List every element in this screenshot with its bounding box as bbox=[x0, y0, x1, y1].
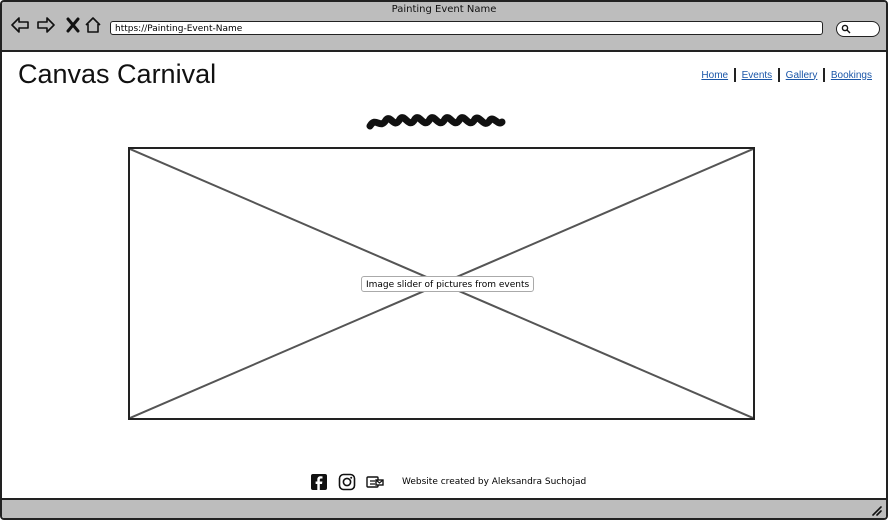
url-input[interactable]: https://Painting-Event-Name bbox=[110, 21, 823, 35]
close-x-icon[interactable] bbox=[64, 16, 82, 34]
heading-scribble-placeholder bbox=[366, 114, 506, 130]
slider-caption: Image slider of pictures from events bbox=[361, 276, 535, 292]
mail-icon[interactable] bbox=[366, 473, 384, 491]
nav-link-events[interactable]: Events bbox=[741, 69, 773, 81]
site-title: Canvas Carnival bbox=[18, 59, 217, 89]
nav-link-bookings[interactable]: Bookings bbox=[830, 69, 872, 81]
nav-separator bbox=[734, 68, 736, 82]
nav-separator bbox=[823, 68, 825, 82]
facebook-icon[interactable] bbox=[310, 473, 328, 491]
footer-credit: Website created by Aleksandra Suchojad bbox=[402, 477, 587, 487]
nav-link-home[interactable]: Home bbox=[701, 69, 729, 81]
window-title: Painting Event Name bbox=[391, 4, 497, 15]
search-icon bbox=[841, 24, 851, 34]
main-nav: Home Events Gallery Bookings bbox=[701, 68, 872, 82]
back-arrow-icon[interactable] bbox=[11, 16, 29, 34]
instagram-icon[interactable] bbox=[338, 473, 356, 491]
resize-grip-icon[interactable] bbox=[870, 504, 882, 516]
status-bar bbox=[2, 498, 886, 518]
nav-separator bbox=[778, 68, 780, 82]
nav-link-gallery[interactable]: Gallery bbox=[785, 69, 818, 81]
home-icon[interactable] bbox=[84, 16, 102, 34]
forward-arrow-icon[interactable] bbox=[37, 16, 55, 34]
browser-toolbar: Painting Event Name https://Painting-Eve… bbox=[2, 2, 886, 52]
search-button[interactable] bbox=[836, 21, 880, 37]
footer: Website created by Aleksandra Suchojad bbox=[310, 472, 586, 492]
